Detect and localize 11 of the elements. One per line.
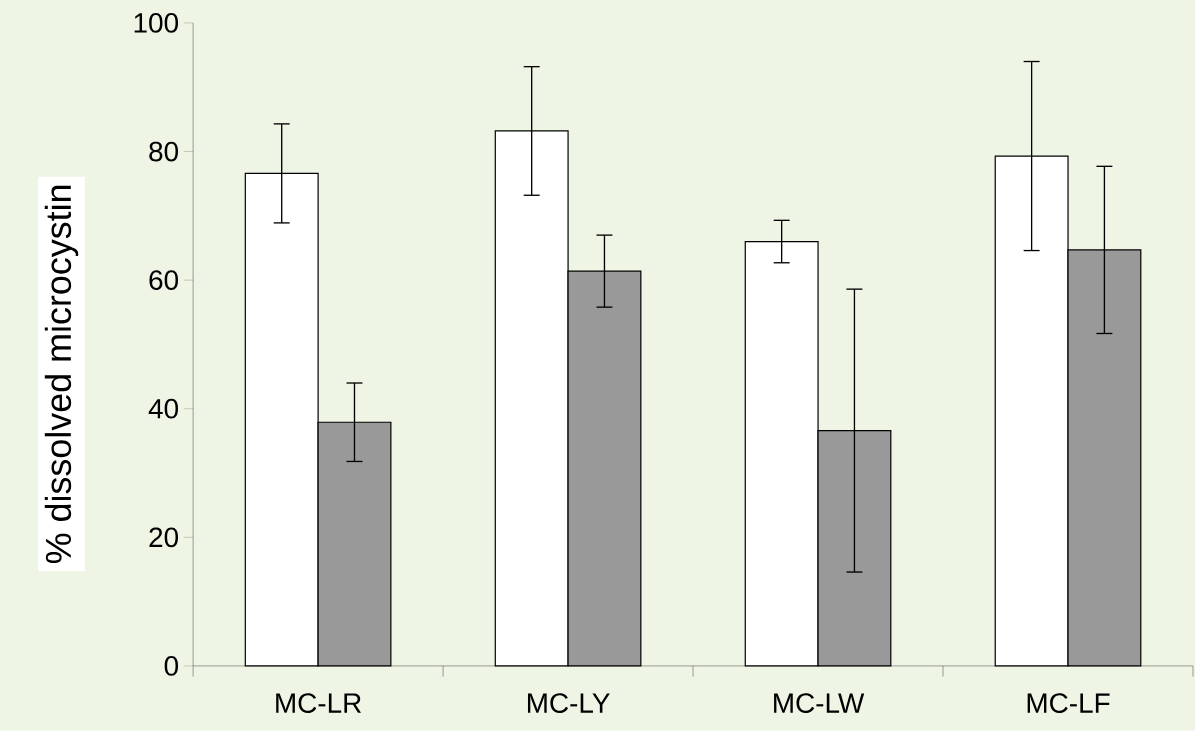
y-tick-label: 20 bbox=[149, 527, 178, 548]
y-axis-title: % dissolved microcystin bbox=[44, 185, 79, 564]
y-tick-label: 60 bbox=[149, 270, 178, 291]
y-tick-label: 100 bbox=[134, 13, 178, 33]
y-tick-label: 40 bbox=[148, 398, 178, 419]
y-tick-label: 0 bbox=[164, 656, 179, 676]
y-tick-label: 80 bbox=[149, 141, 178, 162]
x-tick-label: MC-LW bbox=[774, 693, 865, 714]
x-tick-label: MC-LY bbox=[527, 693, 610, 714]
x-tick-label: MC-LF bbox=[1027, 693, 1110, 714]
x-tick-label: MC-LR bbox=[276, 693, 361, 714]
